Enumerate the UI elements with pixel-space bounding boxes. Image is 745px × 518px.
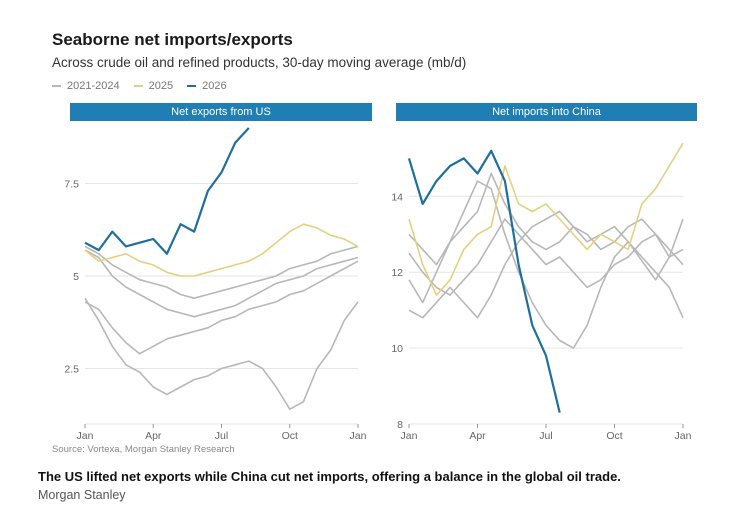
caption: The US lifted net exports while China cu… [38, 469, 621, 484]
cn-x-tick-label: Jul [539, 430, 552, 442]
cn-x-tick-label: Jan [401, 430, 418, 442]
legend-label-2025: 2025 [148, 80, 174, 92]
cn-series-line-4 [408, 142, 684, 296]
us-x-tick-label: Jan [350, 430, 367, 442]
chart-subtitle: Across crude oil and refined products, 3… [52, 55, 467, 70]
cn-series-line-2 [408, 210, 684, 319]
us-series-line-4 [84, 223, 359, 277]
legend-label-2026: 2026 [202, 80, 227, 92]
legend-label-2021-2024: 2021-2024 [67, 80, 120, 92]
cn-x-tick-label: Apr [469, 430, 486, 442]
credit: Morgan Stanley [38, 488, 126, 502]
cn-series-line-1 [408, 218, 684, 296]
cn-y-tick-label: 10 [391, 343, 403, 355]
us-y-tick-label: 7.5 [64, 179, 79, 191]
cn-x-tick-label: Jan [675, 430, 692, 442]
cn-x-tick-label: Oct [606, 430, 622, 442]
cn-series-line-0 [408, 180, 684, 349]
source-note: Source: Vortexa, Morgan Stanley Research [52, 444, 235, 455]
legend: 2021-2024 2025 2026 [52, 80, 227, 92]
us-series-line-3 [84, 249, 359, 318]
legend-item-2021-2024: 2021-2024 [52, 80, 120, 92]
us-x-tick-label: Oct [282, 430, 298, 442]
panel-header-china: Net imports into China [396, 103, 697, 121]
us-y-tick-label: 2.5 [64, 364, 79, 376]
us-x-tick-label: Jan [77, 430, 94, 442]
legend-item-2026: 2026 [187, 80, 227, 92]
us-x-tick-label: Jul [215, 430, 228, 442]
us-series-line-1 [84, 260, 359, 355]
cn-y-tick-label: 14 [391, 191, 403, 203]
cn-y-tick-label: 12 [391, 267, 403, 279]
figure: Seaborne net imports/exports Across crud… [52, 30, 697, 455]
cn-series-line-5 [407, 149, 561, 413]
legend-item-2025: 2025 [133, 80, 174, 92]
panel-header-us: Net exports from US [70, 103, 372, 121]
chart-china-net-imports: 8 10 12 14 Jan Apr Jul Oct Jan [391, 142, 692, 442]
chart-us-net-exports: 2.5 5 7.5 Jan Apr Jul Oct Jan [64, 127, 367, 442]
cn-y-tick-label: 8 [397, 419, 403, 431]
legend-swatch-2021-2024 [52, 85, 61, 87]
us-series-line-2 [84, 297, 359, 411]
us-y-tick-label: 5 [73, 271, 79, 283]
legend-swatch-2025 [133, 85, 143, 87]
legend-swatch-2026 [187, 85, 197, 87]
chart-title: Seaborne net imports/exports [52, 30, 293, 49]
us-series-line-0 [84, 245, 359, 300]
us-x-tick-label: Apr [145, 430, 162, 442]
us-series-line-5 [84, 127, 250, 255]
